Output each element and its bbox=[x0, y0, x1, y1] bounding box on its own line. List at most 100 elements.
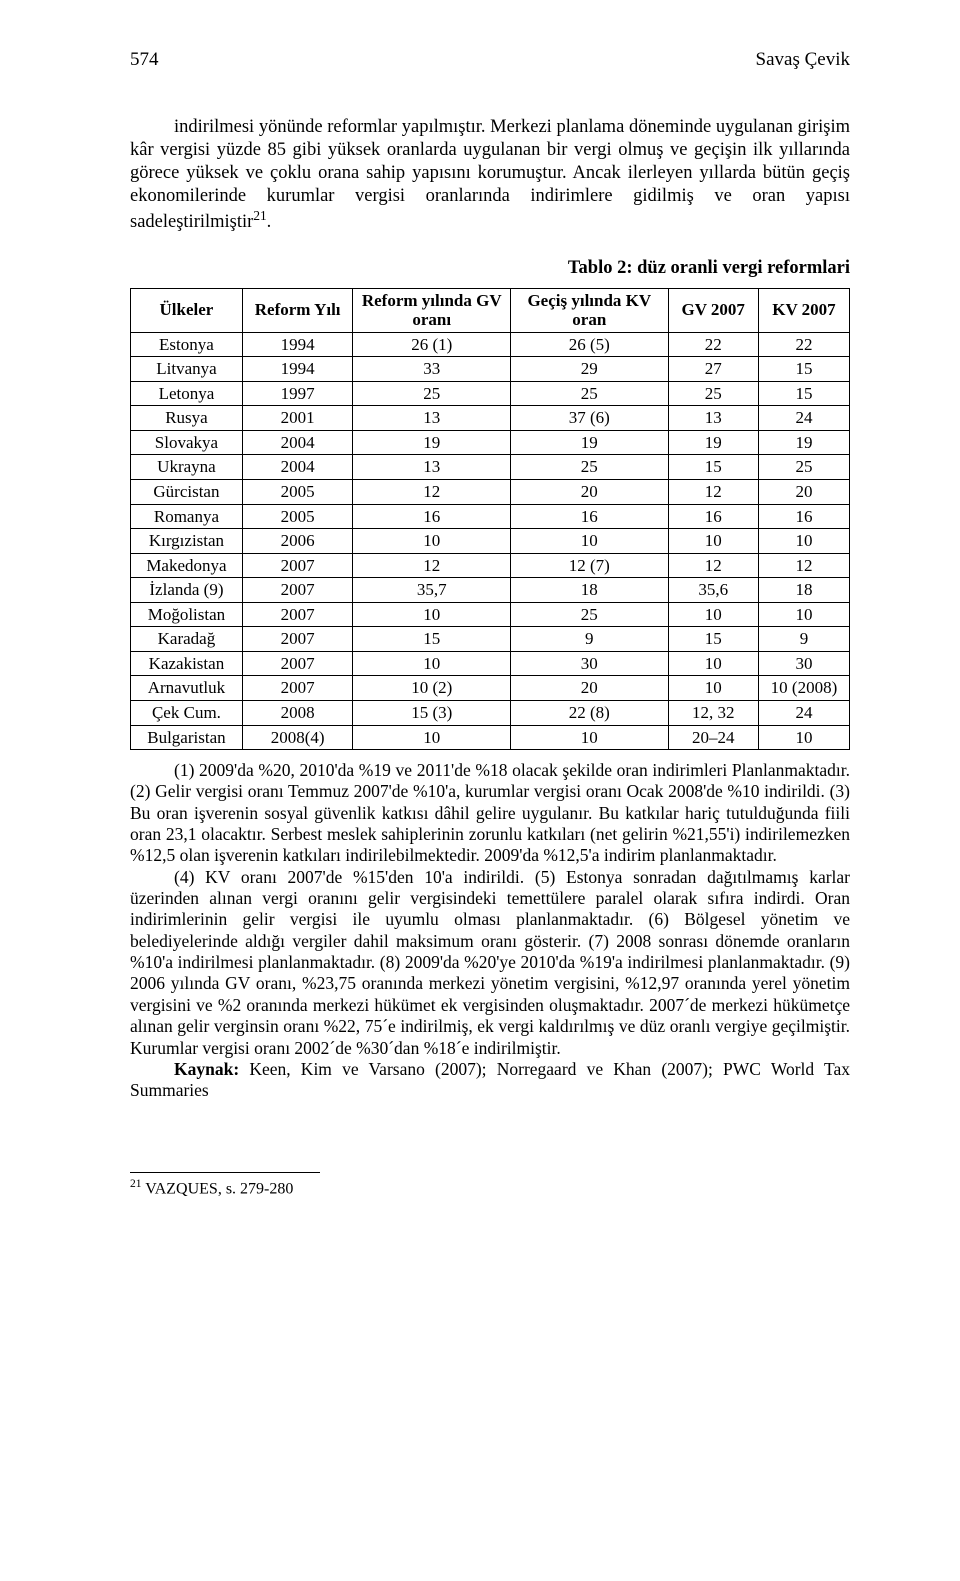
table-cell: 10 bbox=[758, 529, 849, 554]
table-cell: 10 bbox=[758, 602, 849, 627]
table-cell: 37 (6) bbox=[511, 406, 668, 431]
col-reform-yili: Reform Yılı bbox=[242, 288, 353, 332]
table-cell: 10 bbox=[353, 725, 511, 750]
table-row: İzlanda (9)200735,71835,618 bbox=[131, 578, 850, 603]
table-cell: 22 bbox=[668, 332, 758, 357]
table-cell: 25 bbox=[511, 455, 668, 480]
table-cell: 10 bbox=[353, 529, 511, 554]
table-cell: 25 bbox=[668, 381, 758, 406]
table-row: Estonya199426 (1)26 (5)2222 bbox=[131, 332, 850, 357]
table-cell: 10 bbox=[668, 676, 758, 701]
table-cell: 18 bbox=[511, 578, 668, 603]
table-cell: Litvanya bbox=[131, 357, 243, 382]
table-cell: 2005 bbox=[242, 480, 353, 505]
table-cell: 16 bbox=[353, 504, 511, 529]
body-text-end: . bbox=[267, 212, 272, 232]
table-cell: 15 bbox=[668, 455, 758, 480]
table-cell: 19 bbox=[758, 430, 849, 455]
table-row: Çek Cum.200815 (3)22 (8)12, 3224 bbox=[131, 700, 850, 725]
table-cell: Ukrayna bbox=[131, 455, 243, 480]
footnote-ref-21: 21 bbox=[253, 208, 266, 223]
table-row: Slovakya200419191919 bbox=[131, 430, 850, 455]
table-caption: Tablo 2: düz oranli vergi reformlari bbox=[130, 257, 850, 280]
table-cell: 25 bbox=[758, 455, 849, 480]
table-cell: 19 bbox=[511, 430, 668, 455]
table-cell: 10 bbox=[668, 602, 758, 627]
table-cell: 10 bbox=[353, 602, 511, 627]
table-cell: 26 (5) bbox=[511, 332, 668, 357]
table-cell: 10 bbox=[511, 725, 668, 750]
table-cell: 22 bbox=[758, 332, 849, 357]
table-cell: Kırgızistan bbox=[131, 529, 243, 554]
table-cell: 10 bbox=[668, 651, 758, 676]
table-cell: İzlanda (9) bbox=[131, 578, 243, 603]
table-cell: 9 bbox=[758, 627, 849, 652]
table-cell: 1994 bbox=[242, 357, 353, 382]
table-cell: 1994 bbox=[242, 332, 353, 357]
table-cell: 2008 bbox=[242, 700, 353, 725]
table-cell: 25 bbox=[511, 381, 668, 406]
table-cell: 2007 bbox=[242, 627, 353, 652]
table-cell: 35,7 bbox=[353, 578, 511, 603]
table-row: Kazakistan200710301030 bbox=[131, 651, 850, 676]
table-cell: Rusya bbox=[131, 406, 243, 431]
table-cell: Estonya bbox=[131, 332, 243, 357]
table-cell: 16 bbox=[511, 504, 668, 529]
table-row: Ukrayna200413251525 bbox=[131, 455, 850, 480]
flat-tax-reforms-table: Ülkeler Reform Yılı Reform yılında GV or… bbox=[130, 288, 850, 750]
table-cell: 15 bbox=[668, 627, 758, 652]
table-cell: 9 bbox=[511, 627, 668, 652]
table-row: Bulgaristan2008(4)101020–2410 bbox=[131, 725, 850, 750]
table-cell: 2007 bbox=[242, 676, 353, 701]
table-cell: Gürcistan bbox=[131, 480, 243, 505]
table-notes: (1) 2009'da %20, 2010'da %19 ve 2011'de … bbox=[130, 760, 850, 1102]
table-row: Moğolistan200710251010 bbox=[131, 602, 850, 627]
table-cell: 18 bbox=[758, 578, 849, 603]
table-cell: 13 bbox=[353, 455, 511, 480]
body-text: indirilmesi yönünde reformlar yapılmıştı… bbox=[130, 117, 850, 233]
table-cell: 20–24 bbox=[668, 725, 758, 750]
footnote-mark: 21 bbox=[130, 1178, 142, 1190]
page-number: 574 bbox=[130, 48, 159, 72]
table-cell: 16 bbox=[758, 504, 849, 529]
table-cell: Çek Cum. bbox=[131, 700, 243, 725]
table-cell: 1997 bbox=[242, 381, 353, 406]
table-row: Letonya199725252515 bbox=[131, 381, 850, 406]
table-cell: 13 bbox=[353, 406, 511, 431]
table-cell: 22 (8) bbox=[511, 700, 668, 725]
table-cell: 12 bbox=[353, 480, 511, 505]
table-cell: 10 bbox=[353, 651, 511, 676]
table-cell: 19 bbox=[668, 430, 758, 455]
col-gv-oran: Reform yılında GV oranı bbox=[353, 288, 511, 332]
table-cell: 15 (3) bbox=[353, 700, 511, 725]
table-header-row: Ülkeler Reform Yılı Reform yılında GV or… bbox=[131, 288, 850, 332]
col-ulkeler: Ülkeler bbox=[131, 288, 243, 332]
table-cell: Bulgaristan bbox=[131, 725, 243, 750]
footnote-rule bbox=[130, 1172, 320, 1173]
table-cell: 2005 bbox=[242, 504, 353, 529]
table-cell: 10 bbox=[758, 725, 849, 750]
note-1-lead: (1) bbox=[174, 760, 194, 780]
table-row: Rusya20011337 (6)1324 bbox=[131, 406, 850, 431]
source-label: Kaynak: bbox=[174, 1059, 239, 1079]
table-cell: Slovakya bbox=[131, 430, 243, 455]
table-cell: 20 bbox=[758, 480, 849, 505]
table-cell: 19 bbox=[353, 430, 511, 455]
table-cell: 15 bbox=[758, 357, 849, 382]
table-cell: 27 bbox=[668, 357, 758, 382]
table-cell: Arnavutluk bbox=[131, 676, 243, 701]
note-2: (4) KV oranı 2007'de %15'den 10'a indiri… bbox=[130, 867, 850, 1058]
table-row: Arnavutluk200710 (2)201010 (2008) bbox=[131, 676, 850, 701]
table-cell: Moğolistan bbox=[131, 602, 243, 627]
table-cell: 30 bbox=[511, 651, 668, 676]
table-cell: 2001 bbox=[242, 406, 353, 431]
table-cell: 12 bbox=[668, 553, 758, 578]
table-cell: 13 bbox=[668, 406, 758, 431]
table-cell: 12, 32 bbox=[668, 700, 758, 725]
footnote-21: 21 VAZQUES, s. 279-280 bbox=[130, 1177, 850, 1199]
table-row: Gürcistan200512201220 bbox=[131, 480, 850, 505]
table-row: Makedonya20071212 (7)1212 bbox=[131, 553, 850, 578]
table-cell: 30 bbox=[758, 651, 849, 676]
table-cell: Karadağ bbox=[131, 627, 243, 652]
table-row: Karadağ2007159159 bbox=[131, 627, 850, 652]
